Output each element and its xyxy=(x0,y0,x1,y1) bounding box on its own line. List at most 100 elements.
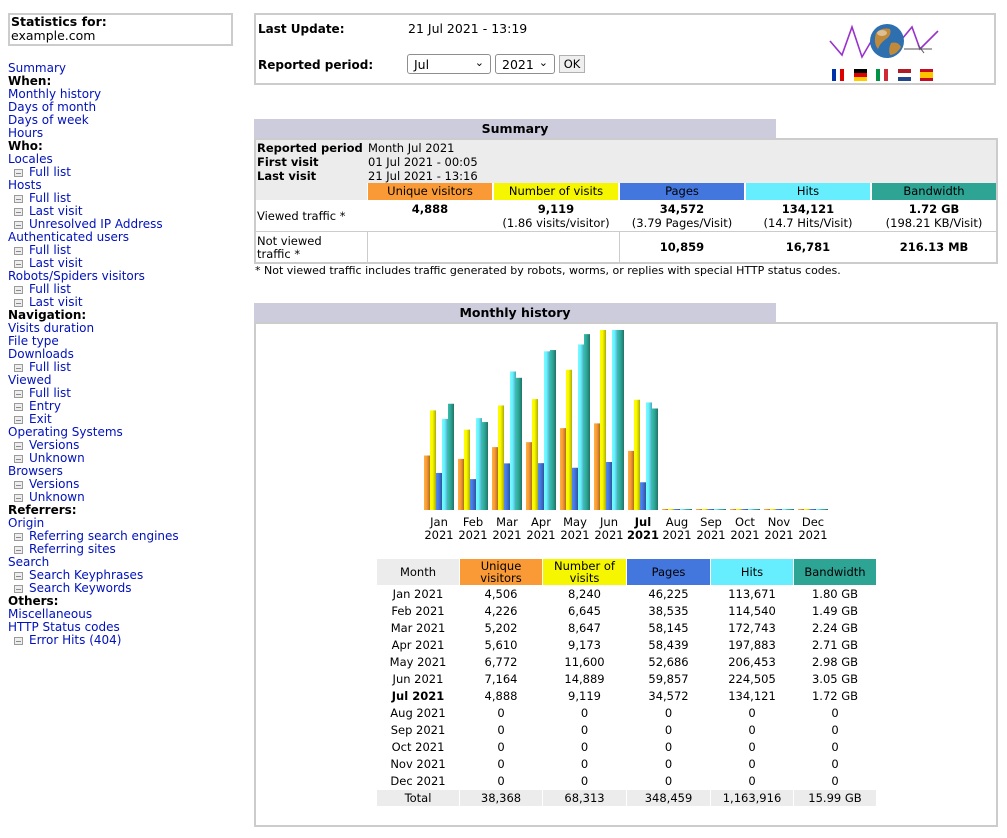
cell-bandwidth: 3.05 GB xyxy=(811,672,859,686)
menu-link-unresolved-ip-address[interactable]: Unresolved IP Address xyxy=(8,218,248,231)
site-name: example.com xyxy=(11,28,96,43)
menu-link-search-keywords[interactable]: Search Keywords xyxy=(8,582,248,595)
summary-col-pages: Pages xyxy=(620,183,744,200)
menu-link-hosts[interactable]: Hosts xyxy=(8,178,42,192)
bar-bandwidth-feb-2021 xyxy=(482,422,488,510)
menu-link-http-status-codes[interactable]: HTTP Status codes xyxy=(8,620,120,634)
list-bullet-icon xyxy=(14,533,23,541)
menu-link-origin[interactable]: Origin xyxy=(8,516,45,530)
menu-link-full-list[interactable]: Full list xyxy=(8,361,248,374)
bar-bandwidth-may-2021 xyxy=(584,334,590,510)
month-select[interactable]: Jul ⌄ xyxy=(407,54,491,74)
bar-hits-nov-2021 xyxy=(782,509,788,510)
list-bullet-icon xyxy=(14,169,23,177)
menu-link-versions[interactable]: Versions xyxy=(8,439,248,452)
viewed-hits: 134,121 xyxy=(781,202,835,216)
cell-pages: 58,439 xyxy=(648,638,689,652)
menu-link-referring-sites[interactable]: Referring sites xyxy=(8,543,248,556)
cell-bandwidth: 2.71 GB xyxy=(811,638,859,652)
cell-month: May 2021 xyxy=(389,655,447,669)
menu-link-full-list[interactable]: Full list xyxy=(8,387,248,400)
menu-link-authenticated-users[interactable]: Authenticated users xyxy=(8,230,130,244)
cell-bandwidth: 2.24 GB xyxy=(811,621,859,635)
chart-month-label: Nov 2021 xyxy=(764,515,794,542)
menu-link-robots-spiders-visitors[interactable]: Robots/Spiders visitors xyxy=(8,269,145,283)
viewed-bandwidth-ratio: (198.21 KB/Visit) xyxy=(885,216,983,230)
menu-link-file-type[interactable]: File type xyxy=(8,334,59,348)
viewed-visits-ratio: (1.86 visits/visitor) xyxy=(502,216,610,230)
cell-pages: 0 xyxy=(664,706,673,720)
menu-link-viewed[interactable]: Viewed xyxy=(8,373,52,387)
cell-month: Feb 2021 xyxy=(391,604,445,618)
menu-link-days-of-month[interactable]: Days of month xyxy=(8,100,97,114)
bar-hits-oct-2021 xyxy=(748,509,754,510)
menu-link-full-list[interactable]: Full list xyxy=(8,192,248,205)
awstats-globe-logo-icon[interactable] xyxy=(828,19,940,85)
menu-link-referring-search-engines[interactable]: Referring search engines xyxy=(8,530,248,543)
cell-pages: 34,572 xyxy=(648,689,689,703)
bar-bandwidth-aug-2021 xyxy=(686,509,692,510)
menu-link-hours[interactable]: Hours xyxy=(8,126,44,140)
stats-for-label: Statistics for: xyxy=(11,14,107,29)
cell-visits: 8,647 xyxy=(568,621,601,635)
menu-link-summary[interactable]: Summary xyxy=(8,61,66,75)
menu-link-locales[interactable]: Locales xyxy=(8,152,53,166)
cell-visits: 8,240 xyxy=(568,587,601,601)
list-bullet-icon xyxy=(14,455,23,463)
last-update-label: Last Update: xyxy=(258,22,345,36)
monthly-history-table: Month Unique visitors Number of visits Pag… xyxy=(376,558,877,807)
bar-number-of-visits-jan-2021 xyxy=(430,410,436,510)
menu-link-error-hits-404[interactable]: Error Hits (404) xyxy=(8,634,248,647)
menu-link-last-visit[interactable]: Last visit xyxy=(8,296,248,309)
ok-button[interactable]: OK xyxy=(559,55,585,73)
bar-number-of-visits-jul-2021 xyxy=(634,399,640,510)
menu-link-downloads[interactable]: Downloads xyxy=(8,347,74,361)
nl-flag-icon xyxy=(898,69,911,81)
bar-unique-visitors-may-2021 xyxy=(560,428,566,510)
menu-link-visits-duration[interactable]: Visits duration xyxy=(8,321,95,335)
menu-link-full-list[interactable]: Full list xyxy=(8,166,248,179)
bar-hits-apr-2021 xyxy=(544,351,550,510)
menu-link-exit[interactable]: Exit xyxy=(8,413,248,426)
menu-link-full-list[interactable]: Full list xyxy=(8,283,248,296)
bar-bandwidth-mar-2021 xyxy=(516,377,522,510)
menu-link-miscellaneous[interactable]: Miscellaneous xyxy=(8,607,93,621)
bar-unique-visitors-jan-2021 xyxy=(424,455,430,510)
menu-link-days-of-week[interactable]: Days of week xyxy=(8,113,89,127)
menu-link-unknown[interactable]: Unknown xyxy=(8,452,248,465)
cell-hits: 114,540 xyxy=(728,604,776,618)
list-bullet-icon xyxy=(14,442,23,450)
bar-bandwidth-jun-2021 xyxy=(618,330,624,510)
menu-link-operating-systems[interactable]: Operating Systems xyxy=(8,425,123,439)
table-row: Jul 2021 4,888 9,119 34,572 134,121 1.72 GB xyxy=(377,688,876,704)
list-bullet-icon xyxy=(14,637,23,645)
summary-title: Summary xyxy=(254,119,776,138)
menu-link-last-visit[interactable]: Last visit xyxy=(8,205,248,218)
menu-link-full-list[interactable]: Full list xyxy=(8,244,248,257)
cell-visits: 0 xyxy=(580,706,589,720)
table-row: Apr 2021 5,610 9,173 58,439 197,883 2.71 GB xyxy=(377,637,876,653)
menu-link-unknown[interactable]: Unknown xyxy=(8,491,248,504)
cell-hits: 206,453 xyxy=(728,655,776,669)
chart-month-label: Mar 2021 xyxy=(492,515,522,542)
menu-link-versions[interactable]: Versions xyxy=(8,478,248,491)
menu-link-monthly-history[interactable]: Monthly history xyxy=(8,87,102,101)
menu-link-browsers[interactable]: Browsers xyxy=(8,464,63,478)
cell-visits: 9,173 xyxy=(568,638,601,652)
es-flag-icon xyxy=(920,69,933,81)
cell-unique: 0 xyxy=(497,774,505,788)
menu-link-last-visit[interactable]: Last visit xyxy=(8,257,248,270)
menu-link-entry[interactable]: Entry xyxy=(8,400,248,413)
cell-visits: 0 xyxy=(580,774,589,788)
cell-bandwidth: 2.98 GB xyxy=(811,655,859,669)
bar-number-of-visits-jun-2021 xyxy=(600,330,606,510)
chart-month-label: Jun 2021 xyxy=(594,515,624,542)
col-month: Month xyxy=(377,559,459,585)
menu-link-search[interactable]: Search xyxy=(8,555,50,569)
month-select-value: Jul xyxy=(414,57,430,72)
cell-month: Oct 2021 xyxy=(391,740,445,754)
bar-hits-dec-2021 xyxy=(816,509,822,510)
menu-link-search-keyphrases[interactable]: Search Keyphrases xyxy=(8,569,248,582)
bar-hits-sep-2021 xyxy=(714,509,720,510)
year-select[interactable]: 2021 ⌄ xyxy=(495,54,555,74)
